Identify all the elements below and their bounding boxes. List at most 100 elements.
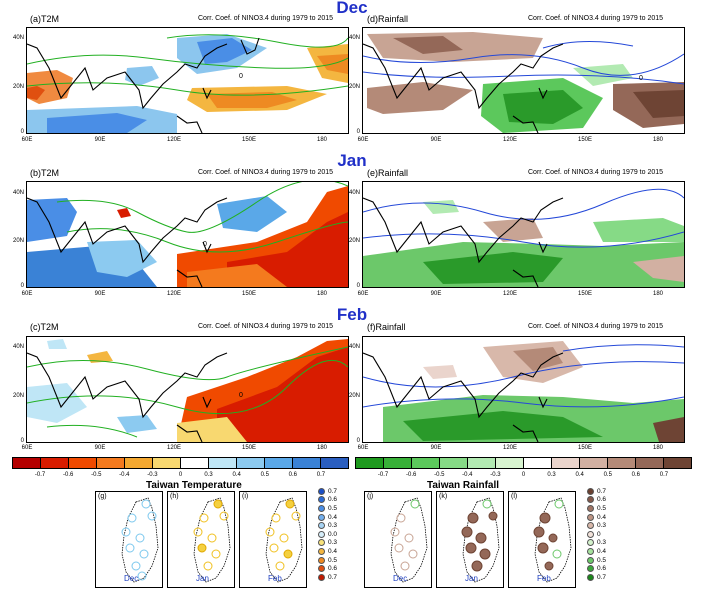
colorbar-rainfall-swatch xyxy=(664,458,691,468)
taiwan-map-label: (h) xyxy=(170,493,179,500)
taiwan-outline xyxy=(390,497,428,583)
colorbar-rainfall-swatch xyxy=(580,458,608,468)
rainfall-legend-value: 0.3 xyxy=(597,522,607,530)
panel-c-map: 0 xyxy=(26,336,349,443)
station-marker xyxy=(283,549,293,559)
temperature-legend-swatch xyxy=(318,573,325,581)
xtick-e-60e: 60E xyxy=(357,291,369,297)
ytick-d-0: 0 xyxy=(356,129,360,135)
rainfall-legend-swatch xyxy=(587,504,594,512)
rainfall-legend-swatch xyxy=(587,556,594,564)
xtick-d-150e: 150E xyxy=(577,137,592,143)
taiwan-map-month: Feb xyxy=(537,574,551,583)
station-marker xyxy=(121,527,131,537)
temperature-legend-item: 0.6 xyxy=(318,496,358,505)
station-marker xyxy=(554,499,564,509)
station-marker xyxy=(135,533,145,543)
taiwan-outline xyxy=(121,497,159,583)
station-marker xyxy=(465,542,477,554)
taiwan-temperature-legend: 0.7 0.6 0.5 0.4 0.3 0.0 0.3 0.4 0.5 0.6 0.7 xyxy=(318,487,358,587)
xtick-f-120e: 120E xyxy=(502,445,517,451)
station-marker xyxy=(404,533,414,543)
xtick-c-180: 180 xyxy=(316,445,327,451)
taiwan-map-rainfall-dec: (j) Dec xyxy=(364,491,432,588)
temperature-legend-item: 0.7 xyxy=(318,573,358,582)
station-marker xyxy=(203,561,213,571)
xtick-b-60e: 60E xyxy=(21,291,33,297)
taiwan-rainfall-legend: 0.7 0.6 0.5 0.4 0.3 0 0.3 0.4 0.5 0.6 0.7 xyxy=(587,487,627,587)
xtick-e-120e: 120E xyxy=(502,291,517,297)
taiwan-rainfall-maps: (j) Dec (k) Jan (l) Feb xyxy=(364,491,576,589)
panel-c-field: 0 xyxy=(27,337,348,442)
colorbar-t2m-tick-label: -0.5 xyxy=(91,472,102,478)
station-marker xyxy=(125,543,135,553)
colorbar-rainfall-swatch xyxy=(468,458,496,468)
colorbar-rainfall xyxy=(355,457,692,469)
colorbar-rainfall-tick-label: -0.6 xyxy=(405,472,417,478)
taiwan-map-label: (j) xyxy=(367,493,374,500)
rainfall-legend-item: 0.7 xyxy=(587,487,627,496)
taiwan-outline xyxy=(461,497,500,583)
panel-d-title: (d)Rainfall xyxy=(367,14,409,24)
rainfall-legend-swatch xyxy=(587,513,594,521)
colorbar-t2m-tick-label: 0.4 xyxy=(232,472,241,478)
xtick-a-120e: 120E xyxy=(166,137,181,143)
xtick-d-90e: 90E xyxy=(430,137,442,143)
panel-b-contour-label: 0 xyxy=(203,241,207,248)
station-marker xyxy=(537,542,549,554)
ytick-a-20n: 20N xyxy=(12,84,24,90)
xtick-d-60e: 60E xyxy=(357,137,369,143)
station-marker xyxy=(275,561,285,571)
station-marker xyxy=(396,513,406,523)
temperature-legend-item: 0.0 xyxy=(318,530,358,539)
station-marker xyxy=(199,513,209,523)
ytick-a-40n: 40N xyxy=(12,35,24,41)
rainfall-legend-swatch xyxy=(587,522,594,530)
panel-e-title: (e)Rainfall xyxy=(367,168,409,178)
panel-a-map: 0 xyxy=(26,27,349,134)
station-marker xyxy=(207,533,217,543)
xtick-f-150e: 150E xyxy=(577,445,592,451)
temperature-legend-item: 0.5 xyxy=(318,504,358,513)
station-marker xyxy=(410,499,420,509)
month-title-feb: Feb xyxy=(336,305,368,324)
taiwan-map-temperature-feb: (i) Feb xyxy=(239,491,307,588)
colorbar-rainfall-swatch xyxy=(496,458,524,468)
xtick-f-60e: 60E xyxy=(357,445,369,451)
temperature-legend-swatch xyxy=(318,530,325,538)
xtick-f-90e: 90E xyxy=(430,445,442,451)
colorbar-t2m-tick-label: 0.6 xyxy=(288,472,297,478)
temperature-legend-swatch xyxy=(318,565,325,573)
xtick-c-90e: 90E xyxy=(94,445,106,451)
ytick-b-0: 0 xyxy=(20,283,24,289)
rainfall-legend-swatch xyxy=(587,573,594,581)
temperature-legend-item: 0.7 xyxy=(318,487,358,496)
station-marker xyxy=(291,511,301,521)
rainfall-legend-swatch xyxy=(587,547,594,555)
colorbar-t2m-swatch xyxy=(125,458,153,468)
temperature-legend-swatch xyxy=(318,539,325,547)
ytick-b-20n: 20N xyxy=(12,238,24,244)
colorbar-rainfall-tick-label: -0.3 xyxy=(490,472,501,478)
station-marker xyxy=(467,512,479,524)
rainfall-legend-swatch xyxy=(587,530,594,538)
station-marker xyxy=(285,499,295,509)
ytick-c-20n: 20N xyxy=(12,393,24,399)
temperature-legend-value: 0.4 xyxy=(328,513,338,521)
temperature-legend-item: 0.4 xyxy=(318,547,358,556)
rainfall-legend-value: 0.7 xyxy=(597,487,607,495)
taiwan-map-month: Dec xyxy=(393,574,408,583)
colorbar-t2m-swatch xyxy=(153,458,181,468)
xtick-e-180: 180 xyxy=(652,291,663,297)
ytick-f-0: 0 xyxy=(356,438,360,444)
temperature-legend-item: 0.5 xyxy=(318,556,358,565)
xtick-c-150e: 150E xyxy=(241,445,256,451)
temperature-legend-swatch xyxy=(318,513,325,521)
panel-a-contour-label: 0 xyxy=(239,73,243,80)
xtick-a-150e: 150E xyxy=(241,137,256,143)
station-marker xyxy=(479,548,491,560)
xtick-e-150e: 150E xyxy=(577,291,592,297)
rainfall-legend-value: 0 xyxy=(597,530,601,538)
station-marker xyxy=(548,533,558,543)
temperature-legend-swatch xyxy=(318,504,325,512)
